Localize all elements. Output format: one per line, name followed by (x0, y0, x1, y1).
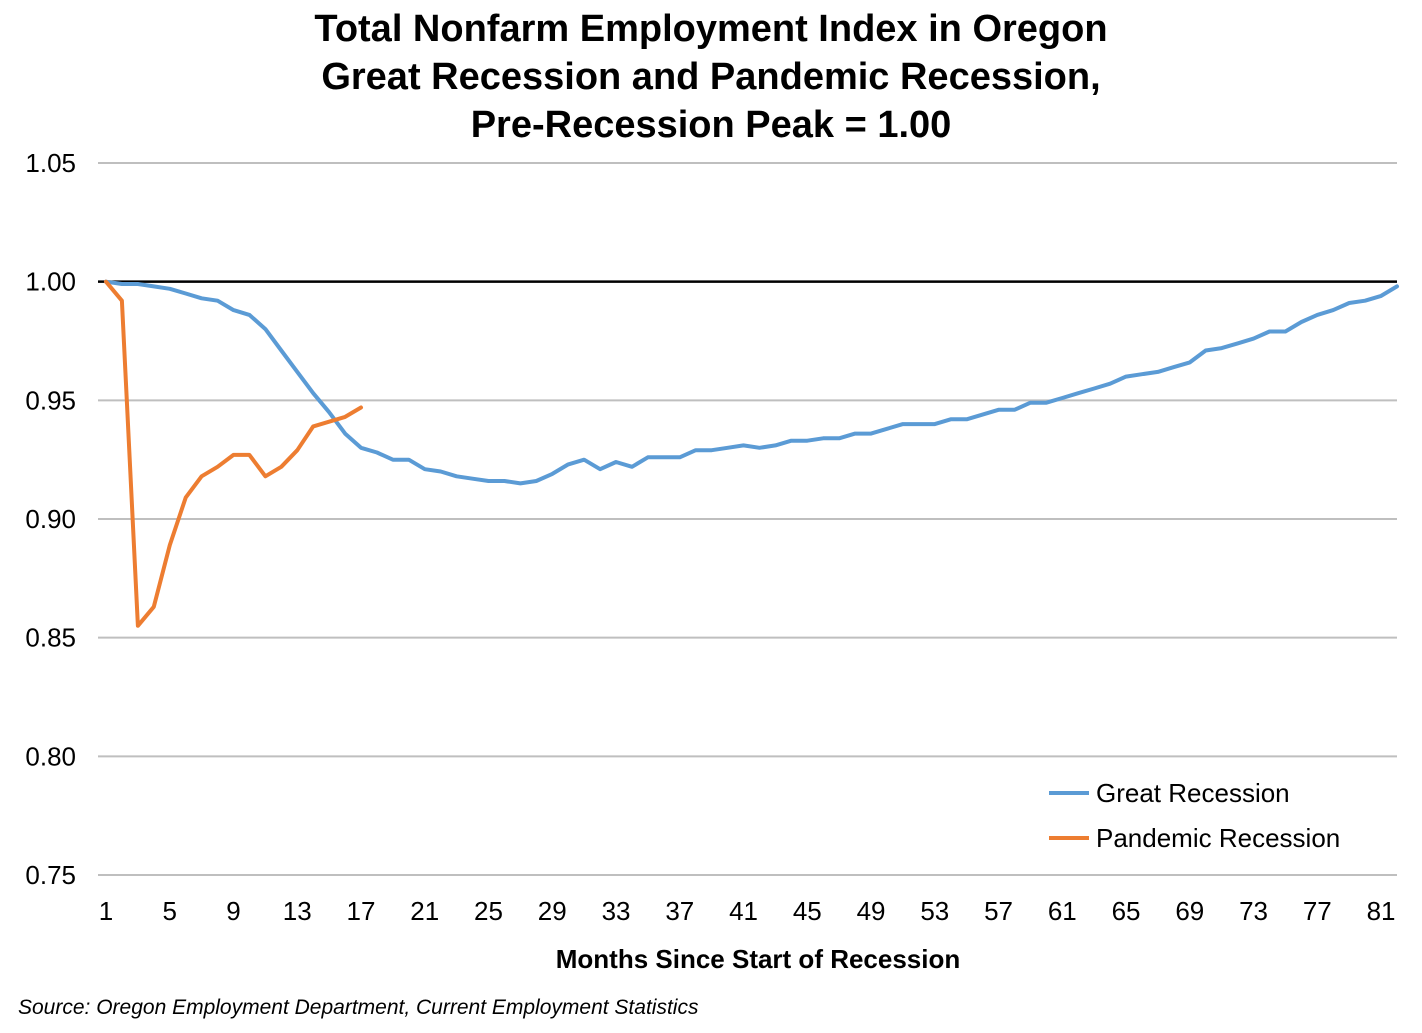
x-tick-label: 77 (1303, 896, 1332, 926)
line-chart: 1.05 1.00 0.95 0.90 0.85 0.80 0.75 1 5 9 13 17 21 25… (25, 148, 1399, 974)
y-axis-tick-labels: 1.05 1.00 0.95 0.90 0.85 0.80 0.75 (25, 148, 76, 890)
y-tick-label: 0.85 (25, 623, 76, 653)
x-tick-label: 25 (474, 896, 503, 926)
x-tick-label: 21 (410, 896, 439, 926)
x-tick-label: 5 (163, 896, 177, 926)
x-tick-label: 9 (226, 896, 240, 926)
x-tick-label: 61 (1048, 896, 1077, 926)
y-tick-label: 0.90 (25, 504, 76, 534)
x-tick-label: 53 (920, 896, 949, 926)
x-tick-label: 49 (857, 896, 886, 926)
y-tick-label: 0.80 (25, 741, 76, 771)
x-tick-label: 41 (729, 896, 758, 926)
source-note: Source: Oregon Employment Department, Cu… (18, 996, 699, 1019)
x-axis-title: Months Since Start of Recession (556, 944, 961, 974)
x-tick-label: 33 (602, 896, 631, 926)
x-tick-label: 1 (99, 896, 113, 926)
x-axis-tick-labels: 1 5 9 13 17 21 25 29 33 37 41 45 49 53 57 61 65 69 73 77 81 (99, 896, 1396, 926)
legend: Great Recession Pandemic Recession (1049, 778, 1340, 853)
y-tick-label: 0.95 (25, 385, 76, 415)
y-tick-label: 0.75 (25, 860, 76, 890)
x-tick-label: 81 (1367, 896, 1396, 926)
chart-title-line-3: Pre-Recession Peak = 1.00 (470, 104, 952, 146)
x-tick-label: 73 (1239, 896, 1268, 926)
x-tick-label: 17 (347, 896, 376, 926)
y-tick-label: 1.05 (25, 148, 76, 178)
x-tick-label: 13 (283, 896, 312, 926)
series-line-pandemic-recession (104, 279, 363, 628)
x-tick-label: 29 (538, 896, 567, 926)
chart-title-line-1: Total Nonfarm Employment Index in Oregon (314, 8, 1108, 50)
legend-label: Pandemic Recession (1096, 823, 1340, 853)
y-tick-label: 1.00 (25, 267, 76, 297)
x-tick-label: 57 (984, 896, 1013, 926)
x-tick-label: 65 (1112, 896, 1141, 926)
x-tick-label: 37 (665, 896, 694, 926)
series-line-great-recession (104, 279, 1399, 486)
series-lines (104, 279, 1399, 628)
x-tick-label: 45 (793, 896, 822, 926)
gridlines (98, 162, 1397, 876)
legend-label: Great Recession (1096, 778, 1290, 808)
x-tick-label: 69 (1175, 896, 1204, 926)
chart-title-line-2: Great Recession and Pandemic Recession, (321, 56, 1101, 98)
